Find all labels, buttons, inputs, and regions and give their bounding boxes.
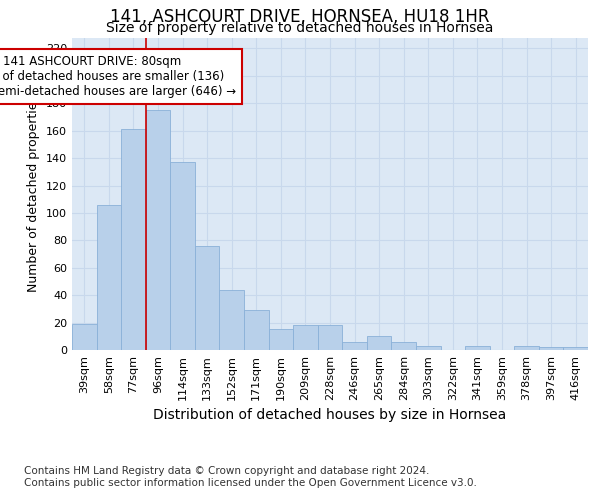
Bar xyxy=(72,324,97,350)
Bar xyxy=(293,326,318,350)
Text: 141 ASHCOURT DRIVE: 80sqm
← 17% of detached houses are smaller (136)
81% of semi: 141 ASHCOURT DRIVE: 80sqm ← 17% of detac… xyxy=(0,56,236,98)
Bar xyxy=(97,204,121,350)
Text: 141, ASHCOURT DRIVE, HORNSEA, HU18 1HR: 141, ASHCOURT DRIVE, HORNSEA, HU18 1HR xyxy=(110,8,490,26)
Bar xyxy=(391,342,416,350)
Text: Size of property relative to detached houses in Hornsea: Size of property relative to detached ho… xyxy=(106,21,494,35)
Bar xyxy=(318,326,342,350)
Bar xyxy=(121,130,146,350)
Bar xyxy=(342,342,367,350)
Bar xyxy=(220,290,244,350)
Bar xyxy=(514,346,539,350)
Bar xyxy=(539,348,563,350)
Bar xyxy=(195,246,220,350)
Bar xyxy=(170,162,195,350)
Bar xyxy=(465,346,490,350)
Bar xyxy=(416,346,440,350)
Bar xyxy=(269,330,293,350)
Bar xyxy=(563,348,588,350)
X-axis label: Distribution of detached houses by size in Hornsea: Distribution of detached houses by size … xyxy=(154,408,506,422)
Text: Contains HM Land Registry data © Crown copyright and database right 2024.
Contai: Contains HM Land Registry data © Crown c… xyxy=(24,466,477,487)
Y-axis label: Number of detached properties: Number of detached properties xyxy=(28,95,40,292)
Bar xyxy=(146,110,170,350)
Bar xyxy=(367,336,391,350)
Bar xyxy=(244,310,269,350)
